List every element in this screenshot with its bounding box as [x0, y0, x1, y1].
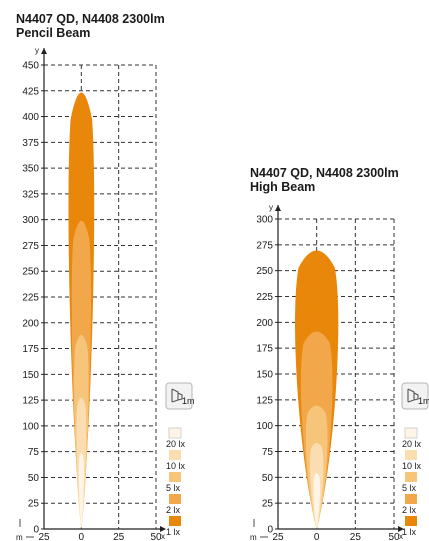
x-tick-label: 25 — [38, 532, 50, 541]
legend-swatch — [169, 450, 181, 460]
chart-title: N4407 QD, N4408 2300lm — [250, 166, 399, 180]
legend-item-label: 1 lx — [166, 527, 181, 537]
legend-swatch — [405, 472, 417, 482]
y-tick-label: 75 — [262, 447, 274, 458]
legend-swatch — [405, 450, 417, 460]
isolux-contour-20lx — [78, 453, 84, 529]
y-tick-label: 275 — [256, 240, 273, 251]
y-tick-label: 200 — [22, 318, 39, 329]
lamp-glyph-icon — [407, 388, 419, 403]
y-tick-label: 50 — [28, 473, 40, 484]
y-tick-label: 400 — [22, 112, 39, 123]
y-tick-label: 425 — [22, 86, 39, 97]
y-tick-label: 25 — [28, 499, 40, 510]
legend-item-label: 5 lx — [166, 483, 181, 493]
y-tick-label: 225 — [256, 292, 273, 303]
legend: 1m 20 lx 10 lx 5 lx 2 lx 1 lx — [165, 382, 195, 537]
isolux-contour-20lx — [313, 473, 320, 529]
y-tick-label: 0 — [267, 525, 273, 536]
legend-item-label: 2 lx — [402, 505, 417, 515]
lamp-glyph-icon — [171, 388, 183, 403]
legend-item-label: 10 lx — [402, 461, 422, 471]
y-tick-label: 150 — [256, 370, 273, 381]
y-tick-label: 300 — [256, 215, 273, 226]
y-tick-label: 50 — [262, 473, 274, 484]
legend-swatch — [169, 472, 181, 482]
legend-swatch — [168, 427, 182, 439]
unit-label: m — [250, 533, 257, 541]
chart-title: N4407 QD, N4408 2300lm — [16, 12, 165, 26]
y-tick-label: 175 — [256, 344, 273, 355]
legend-item-label: 20 lx — [166, 439, 186, 449]
x-axis-arrow — [160, 526, 166, 532]
x-tick-label: 50 — [150, 532, 162, 541]
legend-item-label: 20 lx — [402, 439, 422, 449]
y-tick-label: 300 — [22, 215, 39, 226]
legend-swatch — [405, 494, 417, 504]
y-tick-label: 325 — [22, 189, 39, 200]
x-axis-label: x — [399, 532, 403, 541]
legend-item-label: 5 lx — [402, 483, 417, 493]
chart-subtitle: Pencil Beam — [16, 26, 91, 40]
x-tick-label: 0 — [79, 532, 85, 541]
legend-swatch — [169, 516, 181, 526]
y-tick-label: 125 — [256, 395, 273, 406]
x-tick-label: 25 — [272, 532, 284, 541]
y-axis-label: y — [269, 203, 273, 212]
y-tick-label: 450 — [22, 61, 39, 72]
y-axis-label: y — [35, 46, 39, 55]
y-axis-arrow — [275, 205, 281, 211]
x-tick-label: 0 — [314, 532, 320, 541]
x-tick-label: 50 — [388, 532, 400, 541]
chart-panel-1: yx02550751001251501752002252502753003253… — [16, 46, 195, 541]
y-tick-label: 250 — [256, 266, 273, 277]
legend-swatch — [169, 494, 181, 504]
y-tick-label: 375 — [22, 138, 39, 149]
y-tick-label: 25 — [262, 499, 274, 510]
x-tick-label: 25 — [350, 532, 362, 541]
legend-swatch — [404, 427, 418, 439]
y-tick-label: 125 — [22, 396, 39, 407]
x-axis-label: x — [161, 532, 165, 541]
legend-icon-label: 1m — [418, 396, 429, 406]
y-tick-label: 225 — [22, 293, 39, 304]
legend-swatch — [405, 516, 417, 526]
y-tick-label: 0 — [33, 525, 39, 536]
y-axis-arrow — [41, 48, 47, 54]
chart-subtitle: High Beam — [250, 180, 316, 194]
y-tick-label: 100 — [22, 421, 39, 432]
y-tick-label: 100 — [256, 421, 273, 432]
y-tick-label: 200 — [256, 318, 273, 329]
legend-item-label: 10 lx — [166, 461, 186, 471]
legend-icon-label: 1m — [182, 396, 195, 406]
y-tick-label: 75 — [28, 447, 40, 458]
unit-label: m — [16, 533, 23, 541]
legend-item-label: 2 lx — [166, 505, 181, 515]
y-tick-label: 350 — [22, 164, 39, 175]
x-tick-label: 25 — [113, 532, 125, 541]
y-tick-label: 275 — [22, 241, 39, 252]
x-axis-arrow — [398, 526, 404, 532]
y-tick-label: 250 — [22, 267, 39, 278]
y-tick-label: 175 — [22, 344, 39, 355]
y-tick-label: 150 — [22, 370, 39, 381]
legend: 1m 20 lx 10 lx 5 lx 2 lx 1 lx — [401, 382, 429, 537]
legend-item-label: 1 lx — [402, 527, 417, 537]
